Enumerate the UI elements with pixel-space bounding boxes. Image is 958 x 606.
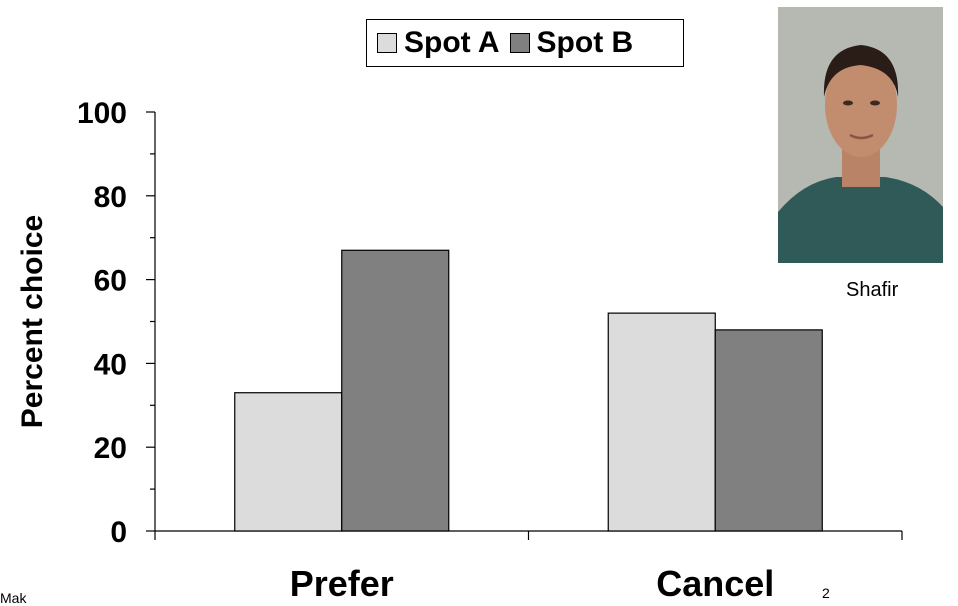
legend-item-spot-b: Spot B [509,26,634,60]
footer-page-number: 2 [822,585,830,601]
y-tick-label: 100 [77,97,127,130]
legend-item-spot-a: Spot A [377,26,500,60]
legend-swatch-spot-b [509,33,530,53]
y-tick-label: 20 [94,432,127,465]
bar-spot-b-prefer [341,249,450,532]
chart-bars [234,249,823,532]
y-axis-title: Percent choice [16,215,49,428]
portrait-photo [778,7,943,263]
y-tick-label: 60 [94,265,127,298]
bar-spot-b-cancel [714,329,823,532]
y-tick-label: 80 [94,181,127,214]
legend-swatch-spot-a [377,33,397,53]
footer-left-text: Mak [0,590,27,606]
x-category-label: Prefer [290,563,394,604]
chart-legend: Spot A Spot B [366,19,684,67]
y-tick-label: 0 [110,516,127,549]
x-category-label: Cancel [656,563,774,604]
legend-label-spot-b: Spot B [536,26,634,59]
y-tick-label: 40 [94,348,127,381]
chart-labels: 0 20 40 60 80 100 Prefer Cancel Percent choice [16,97,774,604]
legend-label-spot-a: Spot A [404,26,500,59]
photo-caption: Shafir [846,279,899,301]
bar-spot-a-cancel [607,312,716,532]
bar-spot-a-prefer [234,392,343,532]
